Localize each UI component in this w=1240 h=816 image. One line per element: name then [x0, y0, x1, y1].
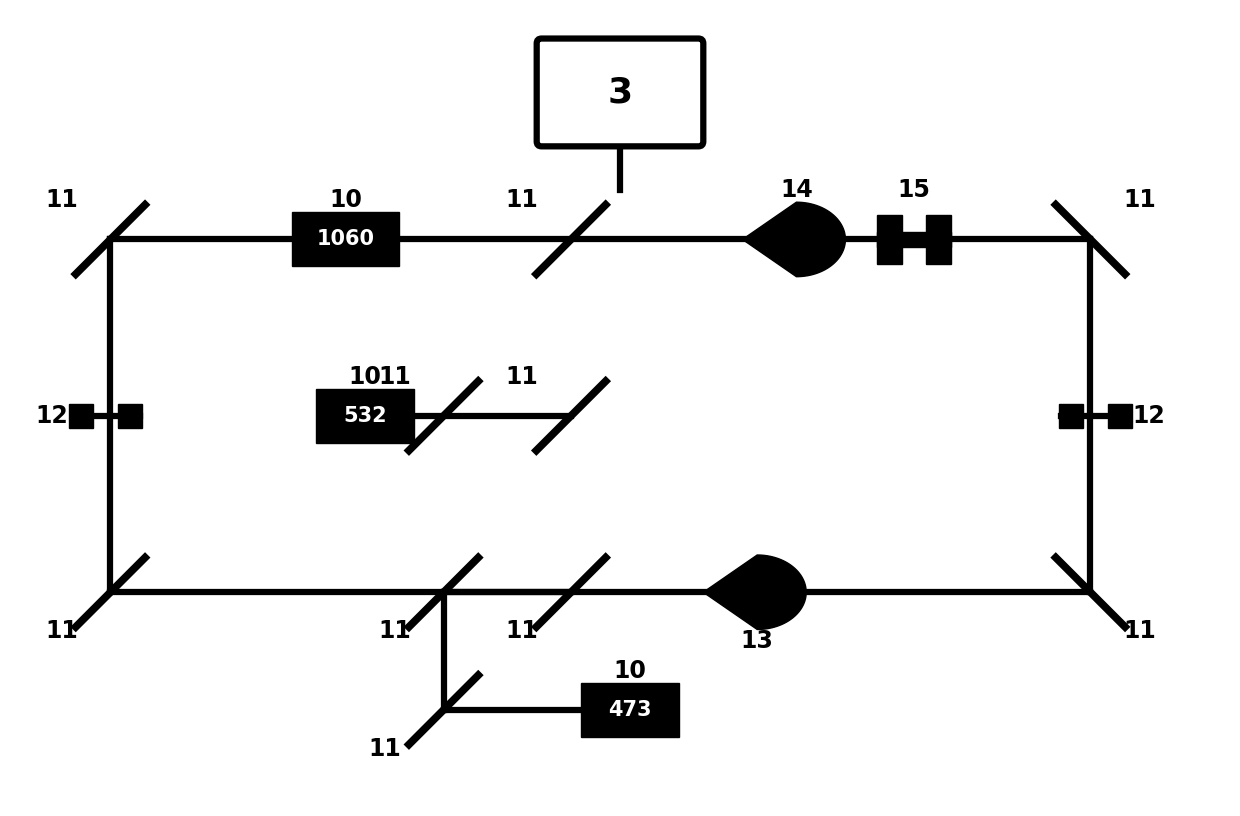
Polygon shape [926, 215, 951, 264]
Bar [68, 404, 93, 428]
Text: 11: 11 [368, 737, 402, 761]
Text: 11: 11 [378, 619, 410, 644]
Text: 3: 3 [608, 75, 632, 109]
Text: 12: 12 [1133, 404, 1166, 428]
Text: 11: 11 [45, 619, 78, 644]
Text: 13: 13 [740, 629, 774, 654]
Text: 14: 14 [780, 179, 812, 202]
Text: 10: 10 [329, 188, 362, 212]
Text: 11: 11 [1123, 188, 1156, 212]
Text: 11: 11 [45, 188, 78, 212]
Text: 11: 11 [378, 365, 410, 388]
Bar [118, 404, 143, 428]
Polygon shape [877, 232, 951, 246]
FancyBboxPatch shape [537, 38, 703, 146]
Bar [1059, 404, 1083, 428]
Text: 12: 12 [35, 404, 68, 428]
Text: 532: 532 [343, 406, 387, 426]
Bar [1107, 404, 1132, 428]
Bar [291, 212, 399, 266]
Text: 11: 11 [506, 619, 538, 644]
Text: 11: 11 [1123, 619, 1156, 644]
Text: 11: 11 [506, 365, 538, 388]
Text: 1060: 1060 [316, 229, 374, 250]
Text: 10: 10 [614, 659, 646, 683]
Polygon shape [743, 202, 846, 277]
Text: 15: 15 [898, 179, 930, 202]
Text: 10: 10 [348, 365, 382, 388]
Bar [316, 389, 414, 443]
Text: 11: 11 [506, 188, 538, 212]
Polygon shape [877, 215, 901, 264]
Text: 473: 473 [608, 700, 651, 720]
Bar [580, 683, 678, 737]
Polygon shape [703, 555, 806, 629]
